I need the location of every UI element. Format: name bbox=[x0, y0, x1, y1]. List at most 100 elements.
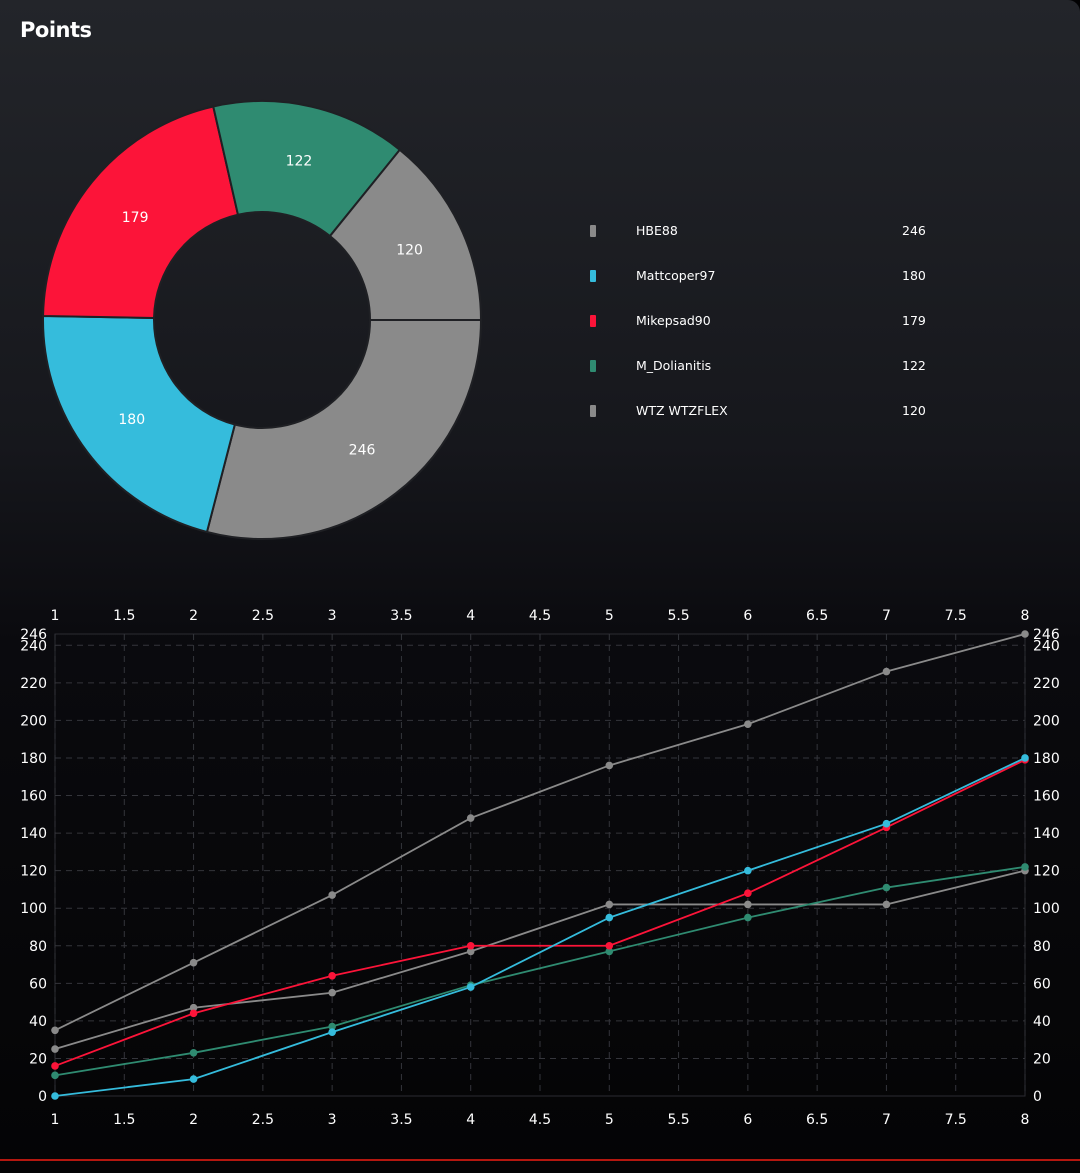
y-tick-label-left: 60 bbox=[29, 976, 47, 992]
data-point[interactable] bbox=[605, 947, 614, 956]
donut-slice-0[interactable] bbox=[205, 319, 483, 540]
y-tick-label-right: 200 bbox=[1033, 713, 1060, 729]
data-point[interactable] bbox=[744, 866, 752, 875]
series-line-mattcoper97[interactable] bbox=[54, 757, 1026, 1097]
x-tick-label-bottom: 7.5 bbox=[945, 1112, 967, 1128]
data-point[interactable] bbox=[328, 891, 336, 899]
x-tick-label-bottom: 4.5 bbox=[529, 1112, 551, 1128]
legend-value: 246 bbox=[902, 223, 926, 238]
data-point[interactable] bbox=[1021, 863, 1029, 871]
data-point[interactable] bbox=[189, 1009, 198, 1018]
data-point[interactable] bbox=[744, 913, 752, 922]
x-tick-label-bottom: 2.5 bbox=[252, 1112, 274, 1128]
donut-slice-2[interactable] bbox=[42, 105, 240, 320]
donut-slice-3[interactable] bbox=[212, 100, 402, 238]
data-point[interactable] bbox=[605, 761, 614, 770]
legend-item[interactable]: Mattcoper97 180 bbox=[588, 265, 948, 310]
data-point[interactable] bbox=[51, 1071, 59, 1080]
data-point[interactable] bbox=[328, 1022, 336, 1031]
legend-swatch bbox=[590, 360, 596, 372]
legend-item[interactable]: HBE88 246 bbox=[588, 220, 948, 265]
data-point[interactable] bbox=[882, 883, 891, 892]
points-line-chart: 1 1 1.5 1.5 2 2 2.5 2.5 3 3 3.5 3.5 4 4 4.5 4.5 5 5 5.5 5.5… bbox=[20, 608, 1060, 1128]
data-point[interactable] bbox=[189, 958, 198, 967]
donut-slice-label-2: 179 bbox=[122, 210, 149, 226]
y-tick-label-left: 40 bbox=[29, 1014, 47, 1030]
data-point[interactable] bbox=[882, 900, 891, 909]
x-tick-label-top: 2.5 bbox=[252, 608, 274, 624]
x-tick-label-top: 1.5 bbox=[113, 608, 135, 624]
donut-slice-label-0: 246 bbox=[349, 442, 376, 458]
donut-slice-label-1: 180 bbox=[118, 412, 145, 428]
page-title: Points bbox=[20, 18, 92, 42]
y-tick-label-left: 160 bbox=[20, 789, 47, 805]
x-tick-label-bottom: 5.5 bbox=[667, 1112, 689, 1128]
y-tick-label-left: 246 bbox=[20, 627, 47, 643]
series-line-wtz-wtzflex[interactable] bbox=[54, 869, 1026, 1050]
x-tick-label-bottom: 1.5 bbox=[113, 1112, 135, 1128]
x-tick-label-top: 4 bbox=[466, 608, 475, 624]
y-tick-label-right: 160 bbox=[1033, 789, 1060, 805]
donut-slice-label-3: 122 bbox=[286, 154, 313, 170]
data-point[interactable] bbox=[466, 941, 475, 950]
x-tick-label-bottom: 1 bbox=[51, 1112, 60, 1128]
legend-name: WTZ WTZFLEX bbox=[636, 403, 728, 418]
data-point[interactable] bbox=[466, 947, 475, 956]
y-tick-label-right: 246 bbox=[1033, 627, 1060, 643]
y-tick-label-left: 100 bbox=[20, 901, 47, 917]
data-point[interactable] bbox=[328, 1028, 336, 1036]
legend-name: M_Dolianitis bbox=[636, 358, 712, 373]
legend-item[interactable]: M_Dolianitis 122 bbox=[588, 355, 948, 400]
data-point[interactable] bbox=[1021, 754, 1029, 762]
data-point[interactable] bbox=[328, 972, 336, 980]
donut-slice-1[interactable] bbox=[42, 314, 237, 534]
donut-slice-4[interactable] bbox=[328, 148, 483, 321]
y-tick-label-right: 140 bbox=[1033, 826, 1060, 842]
x-tick-label-top: 6 bbox=[743, 608, 752, 624]
data-point[interactable] bbox=[328, 988, 336, 997]
donut-slice-label-4: 120 bbox=[396, 243, 423, 259]
data-point[interactable] bbox=[744, 889, 752, 897]
data-point[interactable] bbox=[189, 1049, 198, 1057]
y-tick-label-right: 20 bbox=[1033, 1051, 1051, 1067]
data-point[interactable] bbox=[744, 720, 752, 728]
legend-item[interactable]: WTZ WTZFLEX 120 bbox=[588, 400, 948, 445]
legend-item[interactable]: Mikepsad90 179 bbox=[588, 310, 948, 355]
data-point[interactable] bbox=[51, 1092, 59, 1100]
data-point[interactable] bbox=[51, 1045, 59, 1053]
legend-swatch bbox=[590, 405, 596, 417]
legend-value: 120 bbox=[902, 403, 926, 418]
data-point[interactable] bbox=[466, 814, 475, 822]
y-tick-label-right: 0 bbox=[1033, 1089, 1042, 1105]
donut-legend: HBE88 246 Mattcoper97 180 Mikepsad90 179 M_Dol… bbox=[588, 220, 948, 445]
data-point[interactable] bbox=[605, 941, 614, 950]
data-point[interactable] bbox=[605, 913, 614, 922]
series-line-mikepsad90[interactable] bbox=[54, 759, 1026, 1067]
x-tick-label-bottom: 6.5 bbox=[806, 1112, 828, 1128]
data-point[interactable] bbox=[51, 1062, 59, 1070]
points-donut-chart: 246 180 179 122 120 bbox=[42, 100, 483, 540]
y-tick-label-right: 60 bbox=[1033, 976, 1051, 992]
data-point[interactable] bbox=[1021, 630, 1029, 638]
y-tick-label-left: 220 bbox=[20, 676, 47, 692]
series-line-hbe88[interactable] bbox=[54, 633, 1026, 1032]
y-tick-label-right: 180 bbox=[1033, 751, 1060, 767]
x-tick-label-top: 3 bbox=[328, 608, 337, 624]
bottom-divider bbox=[0, 1159, 1080, 1161]
legend-swatch bbox=[590, 270, 596, 282]
data-point[interactable] bbox=[466, 983, 475, 991]
data-point[interactable] bbox=[605, 900, 614, 909]
x-tick-label-bottom: 5 bbox=[605, 1112, 614, 1128]
data-point[interactable] bbox=[882, 667, 891, 676]
series-line-m-dolianitis[interactable] bbox=[54, 865, 1026, 1077]
x-tick-label-bottom: 3.5 bbox=[390, 1112, 412, 1128]
data-point[interactable] bbox=[882, 819, 891, 828]
data-point[interactable] bbox=[744, 900, 752, 909]
data-point[interactable] bbox=[189, 1003, 198, 1012]
x-tick-label-top: 7 bbox=[882, 608, 891, 624]
x-tick-label-top: 7.5 bbox=[945, 608, 967, 624]
data-point[interactable] bbox=[51, 1026, 59, 1035]
x-tick-label-bottom: 4 bbox=[466, 1112, 475, 1128]
data-point[interactable] bbox=[189, 1075, 198, 1083]
